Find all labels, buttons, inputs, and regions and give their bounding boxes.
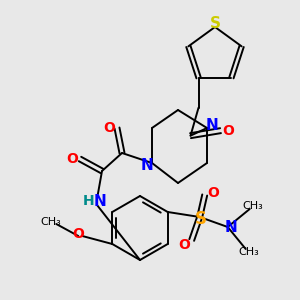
Text: O: O [207, 186, 219, 200]
Text: N: N [224, 220, 237, 235]
Text: CH₃: CH₃ [40, 217, 61, 227]
Text: O: O [72, 227, 84, 241]
Text: H: H [83, 194, 95, 208]
Text: O: O [223, 124, 235, 138]
Text: O: O [103, 121, 115, 135]
Text: O: O [178, 238, 190, 252]
Text: N: N [94, 194, 106, 208]
Text: CH₃: CH₃ [238, 247, 259, 257]
Text: CH₃: CH₃ [242, 201, 263, 211]
Text: N: N [206, 118, 218, 134]
Text: S: S [195, 210, 207, 228]
Text: O: O [66, 152, 78, 166]
Text: N: N [141, 158, 153, 172]
Text: S: S [209, 16, 220, 32]
